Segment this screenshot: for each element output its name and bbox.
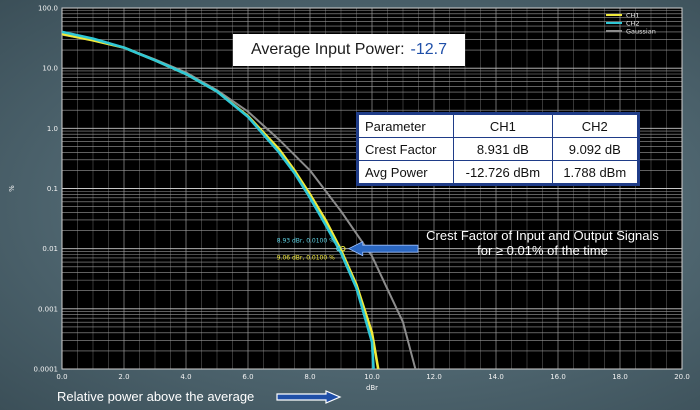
annotation-line-2: for ≥ 0.01% of the time xyxy=(477,243,608,258)
x-tick-label: 4.0 xyxy=(180,373,191,381)
x-axis-label: dBr xyxy=(366,384,378,392)
x-tick-label: 18.0 xyxy=(612,373,628,381)
table-cell: 1.788 dBm xyxy=(551,160,640,185)
title-value: -12.7 xyxy=(410,41,448,58)
legend-label: CH1 xyxy=(626,12,640,20)
table-cell: Crest Factor xyxy=(356,137,455,161)
table-cell: -12.726 dBm xyxy=(453,160,553,185)
y-tick-label: 0.1 xyxy=(47,185,58,193)
marker-label: 8.93 dBr, 0.0100 % xyxy=(277,238,335,245)
y-tick-label: 10.0 xyxy=(42,65,58,73)
legend-label: Gaussian xyxy=(626,28,656,36)
plot-border xyxy=(61,7,683,370)
table-cell: Avg Power xyxy=(356,160,455,185)
table-row: Crest Factor 8.931 dB 9.092 dB xyxy=(356,137,640,161)
x-tick-label: 8.0 xyxy=(304,373,315,381)
table-header-ch1: CH1 xyxy=(453,113,553,138)
x-axis-description: Relative power above the average xyxy=(57,389,255,404)
x-tick-label: 0.0 xyxy=(56,373,67,381)
x-tick-label: 20.0 xyxy=(674,373,690,381)
y-tick-label: 0.01 xyxy=(42,245,58,253)
table-cell: 8.931 dB xyxy=(453,137,553,161)
y-tick-label: 0.001 xyxy=(38,305,58,313)
table-header-parameter: Parameter xyxy=(356,113,455,138)
title-label: Average Input Power: xyxy=(250,41,405,58)
marker-ch1 xyxy=(340,245,346,252)
series-line-ch2 xyxy=(61,30,375,370)
table-row: Avg Power -12.726 dBm 1.788 dBm xyxy=(356,160,640,185)
right-arrow-icon xyxy=(276,390,342,404)
marker-label: 9.06 dBr, 0.0100 % xyxy=(277,255,335,262)
x-tick-label: 14.0 xyxy=(488,373,504,381)
x-tick-label: 12.0 xyxy=(426,373,442,381)
x-tick-label: 2.0 xyxy=(118,373,129,381)
x-tick-label: 10.0 xyxy=(364,373,380,381)
y-axis-label: % xyxy=(8,185,16,192)
x-tick-label: 16.0 xyxy=(550,373,566,381)
annotation-line-1: Crest Factor of Input and Output Signals xyxy=(426,228,659,243)
y-tick-label: 100.0 xyxy=(38,5,58,13)
y-tick-label: 1.0 xyxy=(47,125,58,133)
x-tick-label: 6.0 xyxy=(242,373,253,381)
table-cell: 9.092 dB xyxy=(551,137,640,161)
table-header-row: Parameter CH1 CH2 xyxy=(356,113,640,138)
left-arrow-icon xyxy=(347,241,419,257)
average-input-power-title: Average Input Power: -12.7 xyxy=(233,34,465,66)
crest-factor-table: Parameter CH1 CH2 Crest Factor 8.931 dB … xyxy=(356,112,640,186)
table-header-ch2: CH2 xyxy=(551,113,640,138)
legend-label: CH2 xyxy=(626,20,640,28)
crest-factor-annotation: Crest Factor of Input and Output Signals… xyxy=(410,228,675,258)
y-tick-label: 0.0001 xyxy=(34,366,59,374)
